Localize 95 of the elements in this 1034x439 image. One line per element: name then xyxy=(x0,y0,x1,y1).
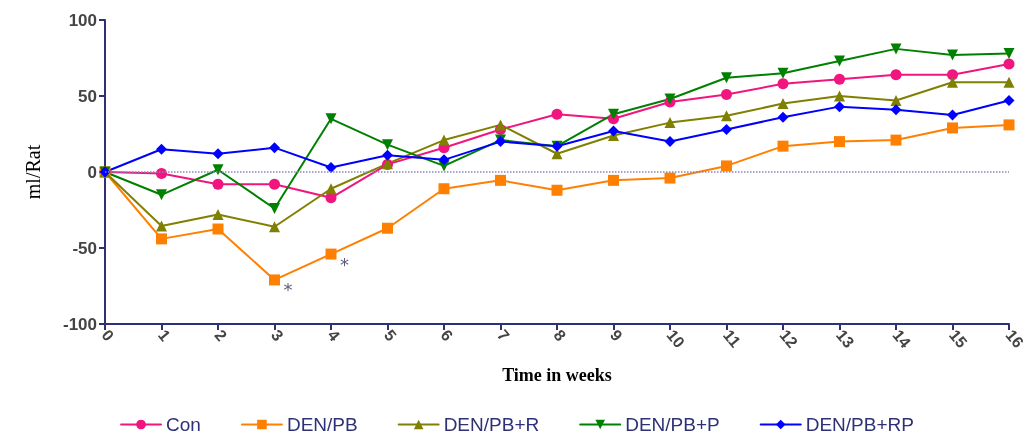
x-tick-label: 1 xyxy=(154,326,174,345)
point xyxy=(325,113,337,125)
point xyxy=(212,209,224,221)
point xyxy=(608,108,619,120)
point xyxy=(777,78,789,90)
point xyxy=(721,110,732,122)
point xyxy=(721,160,732,172)
point xyxy=(834,101,845,113)
point xyxy=(269,142,280,154)
x-tick-label: 10 xyxy=(663,326,689,352)
point xyxy=(890,43,902,55)
point xyxy=(438,183,450,195)
point xyxy=(777,140,789,152)
point xyxy=(212,164,224,176)
point xyxy=(1003,47,1015,59)
x-tick-label: 13 xyxy=(832,326,858,352)
point xyxy=(1003,58,1015,70)
point xyxy=(325,161,337,173)
x-tick-label: 8 xyxy=(550,326,570,345)
point xyxy=(495,174,506,186)
x-axis-title: Time in weeks xyxy=(502,365,612,385)
x-tick-label: 0 xyxy=(98,326,118,345)
point xyxy=(1003,95,1015,107)
point xyxy=(890,95,902,107)
point xyxy=(947,109,958,121)
legend-label: DEN/PB+P xyxy=(625,414,720,435)
point xyxy=(269,178,280,190)
point xyxy=(664,117,676,129)
point xyxy=(156,189,167,201)
point xyxy=(890,104,902,116)
y-tick-label: 100 xyxy=(68,10,97,30)
y-tick-label: -50 xyxy=(72,238,97,258)
point xyxy=(834,73,845,85)
point xyxy=(721,123,732,135)
x-tick-label: 7 xyxy=(493,326,513,345)
point xyxy=(834,55,845,67)
point xyxy=(156,220,167,232)
legend-label: Con xyxy=(166,414,201,435)
annotation: * xyxy=(283,279,293,301)
y-tick-label: -100 xyxy=(62,314,97,334)
point xyxy=(947,76,958,88)
point xyxy=(777,111,789,123)
point xyxy=(212,148,224,160)
y-tick-label: 50 xyxy=(78,86,97,106)
x-tick-label: 2 xyxy=(211,326,231,345)
point xyxy=(325,248,337,260)
point xyxy=(269,274,280,286)
x-tick-label: 5 xyxy=(380,326,400,345)
legend-label: DEN/PB+R xyxy=(443,414,540,435)
point xyxy=(438,154,450,166)
point xyxy=(1003,119,1015,131)
point xyxy=(664,136,676,148)
point xyxy=(269,221,280,233)
x-tick-label: 12 xyxy=(776,326,802,352)
point xyxy=(721,88,732,100)
point xyxy=(212,178,224,190)
point xyxy=(777,67,789,79)
x-tick-label: 11 xyxy=(719,326,744,351)
point xyxy=(608,174,619,186)
x-tick-label: 14 xyxy=(889,326,915,352)
point xyxy=(325,183,337,195)
point xyxy=(947,122,958,134)
point xyxy=(890,134,902,146)
point xyxy=(382,149,393,161)
point xyxy=(1003,76,1015,88)
x-tick-label: 16 xyxy=(1002,326,1028,352)
y-tick-label: 0 xyxy=(87,162,97,182)
x-tick-label: 9 xyxy=(606,326,626,345)
point xyxy=(212,223,224,235)
x-tick-label: 15 xyxy=(945,326,971,352)
point xyxy=(551,108,563,120)
point xyxy=(777,98,789,110)
point xyxy=(156,143,167,155)
point xyxy=(890,69,902,81)
point xyxy=(382,222,393,234)
point xyxy=(721,72,732,84)
annotation: * xyxy=(340,253,349,275)
point xyxy=(495,119,506,131)
x-tick-label: 6 xyxy=(437,326,457,345)
point xyxy=(834,90,845,102)
point xyxy=(834,136,845,148)
legend-label: DEN/PB xyxy=(286,414,358,435)
y-axis-title: ml/Rat xyxy=(22,144,44,200)
point xyxy=(551,184,563,196)
point xyxy=(608,125,619,137)
point xyxy=(947,49,958,61)
point xyxy=(438,134,450,146)
legend-label: DEN/PB+RP xyxy=(805,414,914,435)
point xyxy=(156,233,167,245)
point xyxy=(382,139,393,151)
point xyxy=(947,69,958,81)
point xyxy=(269,202,280,214)
point xyxy=(664,172,676,184)
x-tick-label: 3 xyxy=(267,326,287,345)
x-tick-label: 4 xyxy=(324,326,344,345)
